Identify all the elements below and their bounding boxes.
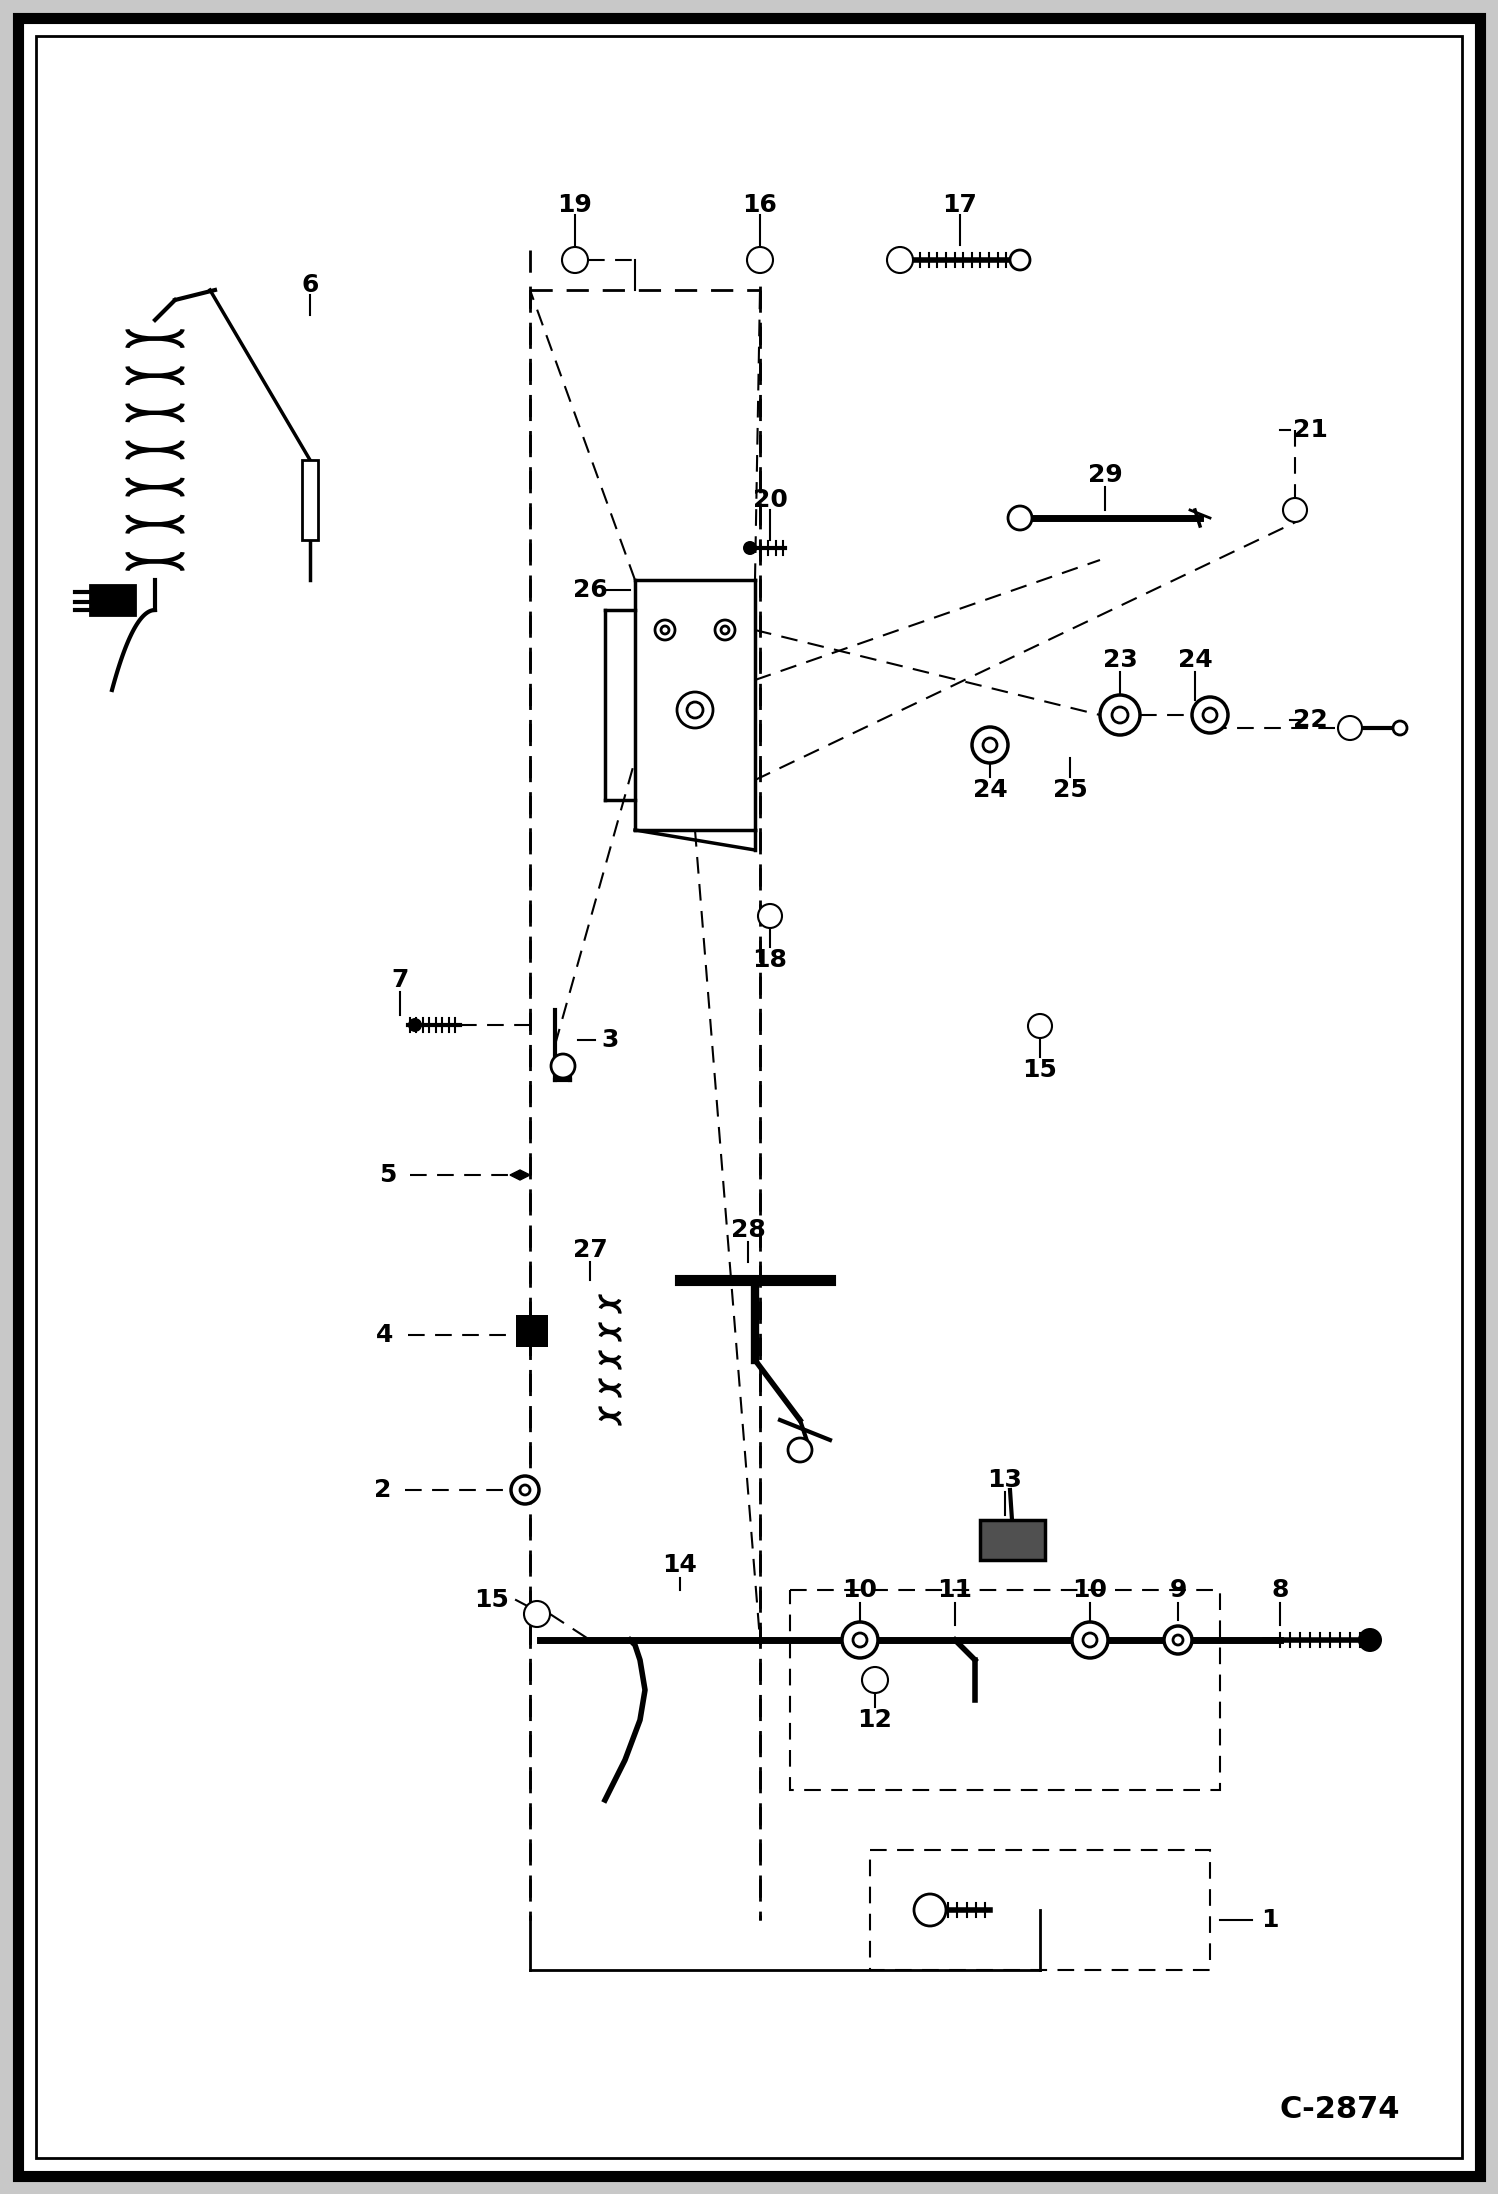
Circle shape	[715, 621, 736, 641]
Circle shape	[788, 1437, 812, 1461]
Circle shape	[688, 702, 703, 717]
Circle shape	[887, 248, 912, 272]
Circle shape	[655, 621, 676, 641]
Circle shape	[914, 1893, 947, 1926]
Text: 14: 14	[662, 1553, 698, 1577]
Text: 20: 20	[752, 487, 788, 511]
Circle shape	[758, 904, 782, 928]
Circle shape	[983, 737, 998, 753]
Text: 10: 10	[1073, 1577, 1107, 1602]
Circle shape	[1010, 250, 1031, 270]
Circle shape	[568, 252, 583, 268]
Circle shape	[1164, 1626, 1192, 1654]
Circle shape	[1192, 698, 1228, 733]
Circle shape	[1393, 722, 1407, 735]
Bar	[870, 1850, 1210, 1970]
Circle shape	[743, 542, 756, 555]
Text: 18: 18	[752, 948, 788, 972]
Text: 3: 3	[601, 1029, 619, 1051]
Text: 8: 8	[1272, 1577, 1288, 1602]
Text: 22: 22	[1293, 709, 1327, 733]
Text: 9: 9	[1170, 1577, 1186, 1602]
Circle shape	[529, 1606, 545, 1621]
Text: 5: 5	[379, 1163, 397, 1187]
Text: 7: 7	[391, 968, 409, 992]
Circle shape	[1338, 715, 1362, 739]
Circle shape	[1083, 1632, 1097, 1648]
Circle shape	[661, 625, 670, 634]
Text: 16: 16	[743, 193, 777, 217]
Circle shape	[1100, 695, 1140, 735]
Circle shape	[920, 1900, 941, 1920]
Circle shape	[677, 691, 713, 728]
Text: 26: 26	[572, 577, 607, 601]
Text: 17: 17	[942, 193, 977, 217]
Circle shape	[1287, 502, 1303, 518]
Circle shape	[972, 726, 1008, 764]
Circle shape	[752, 252, 768, 268]
Text: C-2874: C-2874	[1279, 2095, 1401, 2124]
Circle shape	[520, 1485, 530, 1494]
Circle shape	[1359, 1628, 1383, 1652]
Text: 28: 28	[731, 1218, 765, 1242]
Circle shape	[1203, 709, 1216, 722]
Text: 12: 12	[857, 1707, 893, 1731]
Bar	[303, 461, 318, 540]
Text: 19: 19	[557, 193, 592, 217]
Text: 13: 13	[987, 1468, 1023, 1492]
Circle shape	[511, 1477, 539, 1505]
Polygon shape	[509, 1169, 530, 1180]
Text: 15: 15	[1023, 1058, 1058, 1082]
Text: 11: 11	[938, 1577, 972, 1602]
Text: 15: 15	[475, 1588, 509, 1613]
Circle shape	[524, 1602, 550, 1628]
Circle shape	[1073, 1621, 1109, 1659]
Circle shape	[842, 1621, 878, 1659]
Circle shape	[891, 252, 908, 268]
Text: 10: 10	[842, 1577, 878, 1602]
Circle shape	[762, 908, 777, 924]
Text: 27: 27	[572, 1237, 607, 1262]
Bar	[90, 586, 135, 614]
Circle shape	[1282, 498, 1306, 522]
Text: 2: 2	[374, 1479, 391, 1503]
Circle shape	[748, 248, 773, 272]
Circle shape	[1008, 507, 1032, 531]
Circle shape	[721, 625, 730, 634]
Text: 25: 25	[1053, 779, 1088, 803]
Circle shape	[407, 1018, 422, 1031]
Bar	[980, 1520, 1046, 1560]
Text: 24: 24	[1177, 647, 1212, 671]
Circle shape	[1028, 1014, 1052, 1038]
Text: 29: 29	[1088, 463, 1122, 487]
Text: 23: 23	[1103, 647, 1137, 671]
Circle shape	[1032, 1018, 1049, 1033]
Circle shape	[562, 248, 589, 272]
Text: 21: 21	[1293, 419, 1327, 441]
Text: 6: 6	[301, 272, 319, 296]
Bar	[789, 1591, 1219, 1790]
Circle shape	[861, 1667, 888, 1694]
Circle shape	[1173, 1635, 1183, 1646]
Circle shape	[852, 1632, 867, 1648]
Text: 1: 1	[1261, 1909, 1279, 1933]
Circle shape	[551, 1053, 575, 1077]
Circle shape	[867, 1672, 882, 1687]
Text: 4: 4	[376, 1323, 394, 1347]
Circle shape	[1342, 720, 1359, 735]
Text: 24: 24	[972, 779, 1007, 803]
Bar	[515, 1314, 548, 1347]
Circle shape	[1112, 706, 1128, 724]
